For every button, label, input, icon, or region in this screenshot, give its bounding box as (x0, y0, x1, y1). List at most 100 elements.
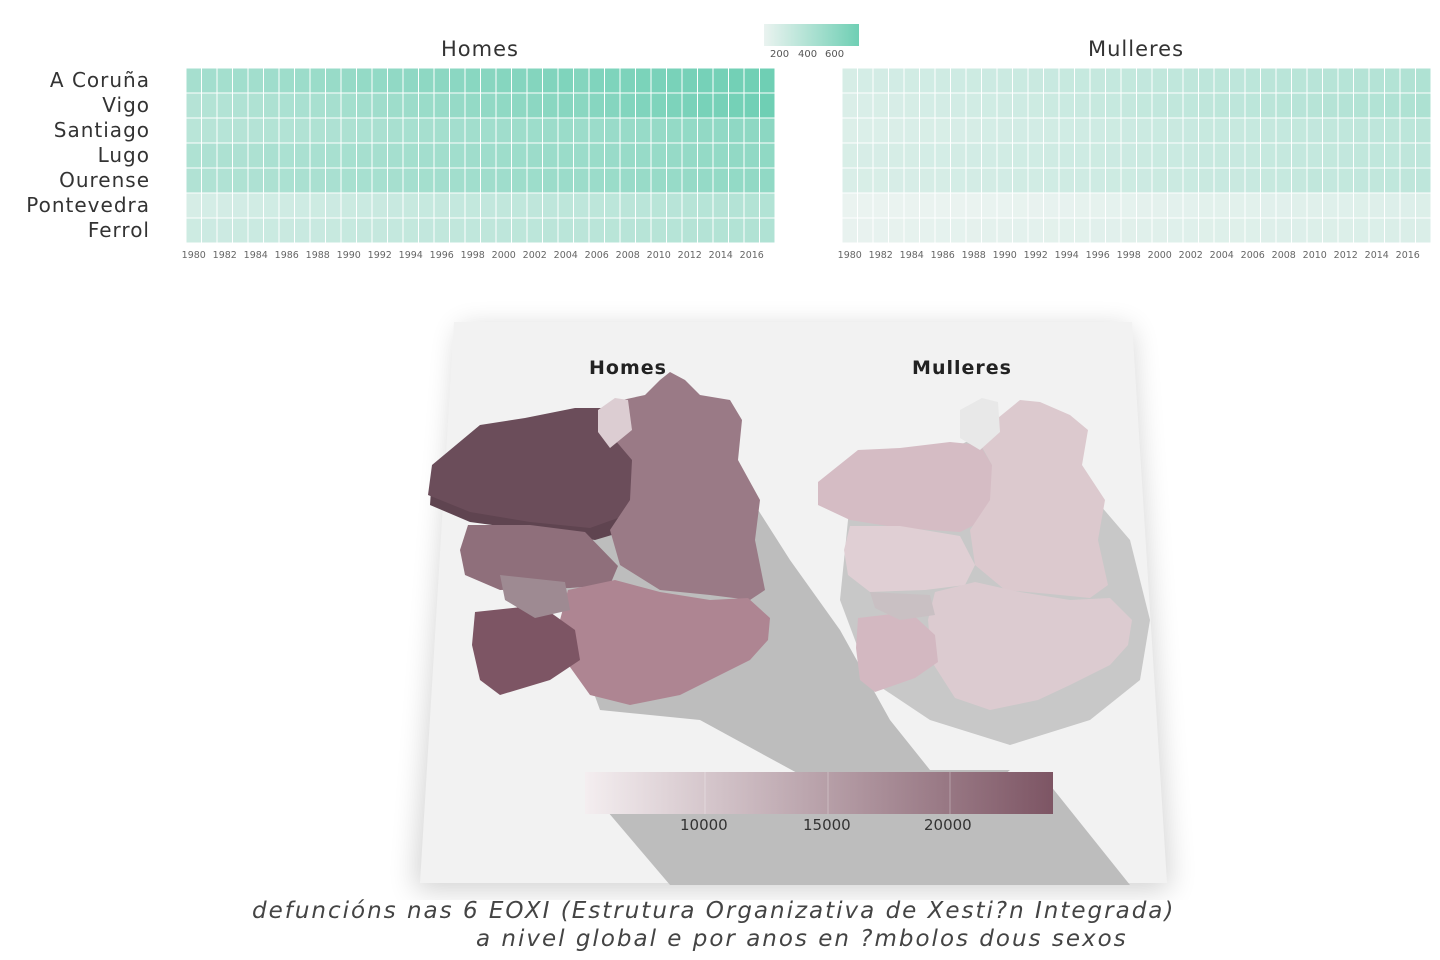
heatmap-cell (1322, 92, 1339, 119)
heatmap-cell (1229, 167, 1246, 194)
heatmap-cell (309, 192, 326, 219)
heatmap-cell (1399, 167, 1416, 194)
heatmap-cell (557, 92, 574, 119)
heatmap-cell (1415, 142, 1432, 169)
heatmap-cell (1244, 142, 1261, 169)
row-label: Ourense (59, 168, 150, 192)
heatmap-cell (588, 217, 605, 244)
heatmap-cell (247, 167, 264, 194)
heatmap-cell (857, 192, 874, 219)
heatmap-cell (1399, 142, 1416, 169)
heatmap-cell (903, 192, 920, 219)
heatmap-cell (1337, 217, 1354, 244)
heatmap-cell (232, 167, 249, 194)
heatmap-cell (1074, 117, 1091, 144)
heatmap-cell (872, 217, 889, 244)
heatmap-cell (841, 167, 858, 194)
heatmap-cell (697, 192, 714, 219)
heatmap-cell (681, 167, 698, 194)
heatmap-cell (604, 92, 621, 119)
x-tick-label: 2000 (1148, 250, 1172, 261)
heatmap-cell (294, 92, 311, 119)
heatmap-cell (759, 217, 776, 244)
heatmap-cell (1213, 192, 1230, 219)
heatmap-cell (1182, 167, 1199, 194)
heatmap-cell (325, 117, 342, 144)
caption-line-2: a nivel global e por anos en ?mbolos dou… (476, 926, 1128, 952)
heatmap-cell (449, 217, 466, 244)
heatmap-cell (263, 92, 280, 119)
heatmap-cell (1368, 117, 1385, 144)
heatmap-cell (950, 167, 967, 194)
heatmap-cell (588, 117, 605, 144)
heatmap-cell (309, 67, 326, 94)
heatmap-cell (325, 217, 342, 244)
heatmap-cell (712, 167, 729, 194)
heatmap-cell (480, 192, 497, 219)
heatmap-cell (697, 92, 714, 119)
heatmap-cell (934, 67, 951, 94)
heatmap-cell (1043, 117, 1060, 144)
heatmap-cell (759, 117, 776, 144)
heatmap-cell (278, 117, 295, 144)
heatmap-cell (542, 92, 559, 119)
heatmap-cell (681, 117, 698, 144)
heatmap-cell (697, 67, 714, 94)
heatmap-cell (1399, 192, 1416, 219)
heatmap-cell (201, 67, 218, 94)
heatmap-cell (1027, 67, 1044, 94)
heatmap-cell (464, 142, 481, 169)
heatmap-cell (216, 117, 233, 144)
heatmap-cell (201, 217, 218, 244)
heatmap-cell (573, 67, 590, 94)
heatmap-cell (635, 217, 652, 244)
x-tick-label: 2012 (1334, 250, 1358, 261)
heatmap-cell (340, 167, 357, 194)
heatmap-cell (1105, 92, 1122, 119)
heatmap-cell (588, 192, 605, 219)
heatmap-cell (449, 67, 466, 94)
x-tick-label: 2006 (1241, 250, 1265, 261)
heatmap-cell (965, 217, 982, 244)
heatmap-cell (232, 192, 249, 219)
heatmap-cell (681, 142, 698, 169)
heatmap-cell (1291, 92, 1308, 119)
heatmap-cell (934, 142, 951, 169)
heatmap-cell (1151, 142, 1168, 169)
heatmap-cell (1120, 217, 1137, 244)
heatmap-cell (1291, 217, 1308, 244)
heatmap-cell (650, 142, 667, 169)
heatmap-cell (340, 192, 357, 219)
heatmap-cell (1353, 167, 1370, 194)
heatmap-cell (1105, 67, 1122, 94)
heatmap-cell (857, 92, 874, 119)
heatmap-cell (526, 167, 543, 194)
heatmap-cell (387, 67, 404, 94)
heatmap-cell (841, 192, 858, 219)
heatmap-cell (1136, 142, 1153, 169)
heatmap-cell (511, 142, 528, 169)
heatmap-cell (247, 117, 264, 144)
heatmap-cell (1182, 217, 1199, 244)
heatmap-cell (1105, 117, 1122, 144)
heatmap-cell (1058, 142, 1075, 169)
heatmap-cell (1275, 92, 1292, 119)
heatmap-cell (1275, 142, 1292, 169)
heatmap-cell (903, 117, 920, 144)
row-label: Vigo (102, 93, 150, 117)
heatmap-cell (1027, 92, 1044, 119)
heatmap-cell (1120, 192, 1137, 219)
region-ferrol-homes (598, 398, 632, 448)
heatmap-cell (1120, 92, 1137, 119)
x-tick-label: 1992 (368, 250, 392, 261)
heatmap-cell (1167, 142, 1184, 169)
heatmap-cell (619, 92, 636, 119)
heatmap-cell (619, 192, 636, 219)
heatmap-cell (1027, 167, 1044, 194)
heatmap-cell (371, 142, 388, 169)
heatmap-cell (965, 117, 982, 144)
heatmap-cell (1229, 217, 1246, 244)
heatmap-cell (1260, 142, 1277, 169)
heatmap-cell (981, 217, 998, 244)
heatmap-cell (1089, 192, 1106, 219)
